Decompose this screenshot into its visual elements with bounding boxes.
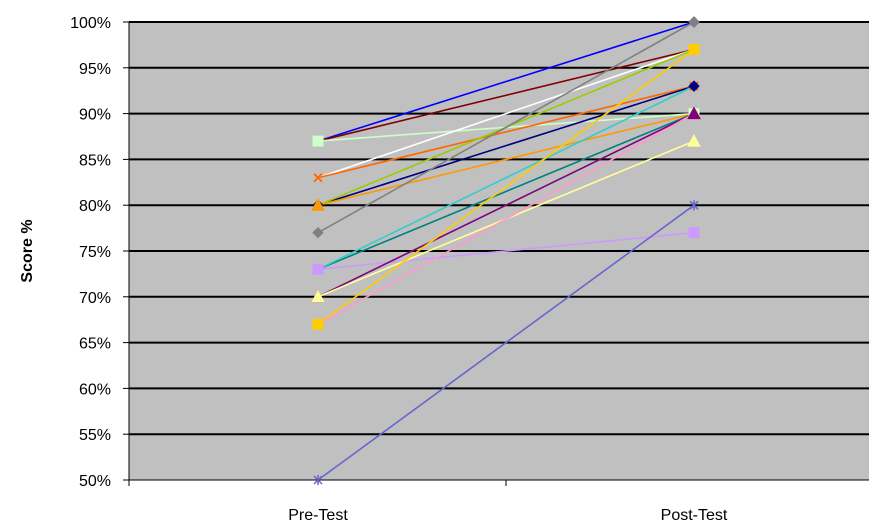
series-marker xyxy=(687,134,701,147)
series-marker xyxy=(313,173,323,183)
series-line xyxy=(317,48,695,142)
series-marker xyxy=(688,80,700,92)
y-tick-label: 55% xyxy=(79,427,111,444)
y-tick-label: 60% xyxy=(79,381,111,398)
series-line xyxy=(317,204,695,481)
y-tick-label: 70% xyxy=(79,290,111,307)
y-axis-title: Score % xyxy=(19,219,36,282)
series-line xyxy=(317,231,695,271)
y-tick-labels: 50% 55% 60% 65% 70% 75% 80% 85% 90% 95% 100% xyxy=(70,15,111,490)
series-line xyxy=(317,112,695,325)
series-line xyxy=(317,112,695,271)
y-tick-label: 90% xyxy=(79,107,111,124)
axes xyxy=(123,21,869,486)
series-marker xyxy=(688,227,700,239)
y-tick-label: 50% xyxy=(79,473,111,490)
y-tick-label: 75% xyxy=(79,244,111,261)
series-marker xyxy=(689,200,699,211)
y-tick-label: 85% xyxy=(79,152,111,169)
y-tick-label: 95% xyxy=(79,61,111,78)
x-tick-label: Pre-Test xyxy=(288,507,348,524)
series-marker xyxy=(311,289,325,303)
series-marker xyxy=(313,475,323,485)
gridlines xyxy=(129,21,869,436)
series-line xyxy=(317,85,695,206)
series-marker xyxy=(312,263,324,275)
series-line xyxy=(317,48,695,325)
series-line xyxy=(317,85,695,271)
series-markers xyxy=(311,16,701,485)
series-marker xyxy=(688,43,700,55)
y-tick-label: 100% xyxy=(70,15,111,32)
series-line xyxy=(317,48,695,179)
series-marker xyxy=(687,106,701,120)
series-marker xyxy=(688,16,700,28)
series-marker xyxy=(312,135,324,147)
series-line xyxy=(317,112,695,298)
series-line xyxy=(317,21,695,142)
series-marker xyxy=(312,318,324,330)
y-tick-label: 80% xyxy=(79,198,111,215)
x-tick-label: Post-Test xyxy=(661,507,728,524)
series-marker xyxy=(312,226,324,239)
x-tick-labels: Pre-Test Post-Test xyxy=(288,507,728,524)
y-tick-label: 65% xyxy=(79,336,111,353)
series-line xyxy=(317,112,695,206)
series-marker xyxy=(311,198,325,211)
series-line xyxy=(317,21,695,234)
series-line xyxy=(317,85,695,179)
series-lines xyxy=(317,21,695,481)
